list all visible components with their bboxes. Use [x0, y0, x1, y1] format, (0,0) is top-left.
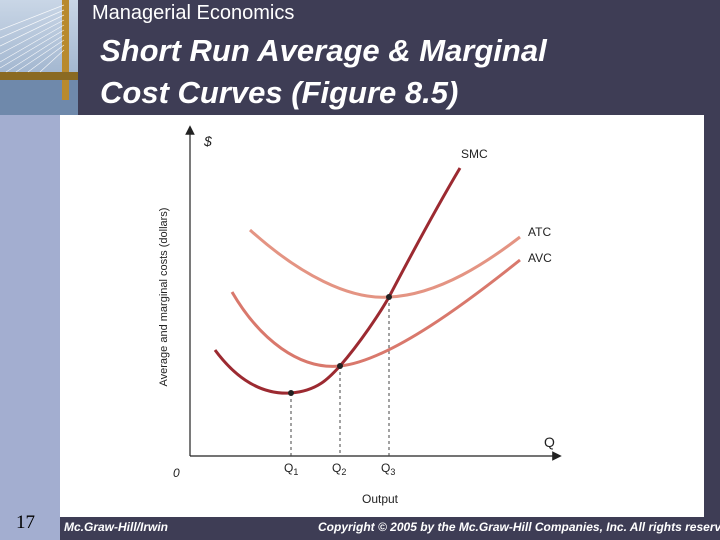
min-point-atc: [386, 294, 392, 300]
avc-curve: [230, 258, 521, 368]
footer-copyright: Copyright © 2005 by the Mc.Graw-Hill Com…: [318, 520, 720, 534]
slide-title: Short Run Average & Marginal Cost Curves…: [100, 30, 700, 114]
q1-label: Q1: [284, 461, 298, 477]
course-title: Managerial Economics: [92, 2, 295, 24]
left-accent-strip: [0, 115, 60, 540]
footer-publisher: Mc.Graw-Hill/Irwin: [64, 520, 169, 534]
atc-label: ATC: [528, 225, 551, 239]
bridge-photo: [0, 0, 78, 115]
slide-title-line-2: Cost Curves (Figure 8.5): [100, 75, 459, 110]
avc-label: AVC: [528, 251, 552, 265]
smc-label: SMC: [461, 147, 488, 161]
x-axis-label: Output: [362, 492, 399, 506]
y-axis-symbol: $: [203, 133, 212, 149]
q3-label: Q3: [381, 461, 395, 477]
atc-curve: [248, 228, 521, 299]
y-axis-label: Average and marginal costs (dollars): [158, 208, 170, 387]
min-point-smc: [288, 390, 294, 396]
figure-panel: $ Average and marginal costs (dollars) Q…: [60, 115, 704, 517]
cost-curves-figure: $ Average and marginal costs (dollars) Q…: [158, 125, 562, 506]
q2-label: Q2: [332, 461, 346, 477]
x-axis-symbol: Q: [544, 434, 555, 450]
min-point-avc: [337, 363, 343, 369]
slide-title-line-1: Short Run Average & Marginal: [100, 33, 547, 68]
smc-curve: [213, 167, 462, 395]
origin-label: 0: [173, 466, 180, 480]
slide-number: 17: [16, 512, 35, 533]
